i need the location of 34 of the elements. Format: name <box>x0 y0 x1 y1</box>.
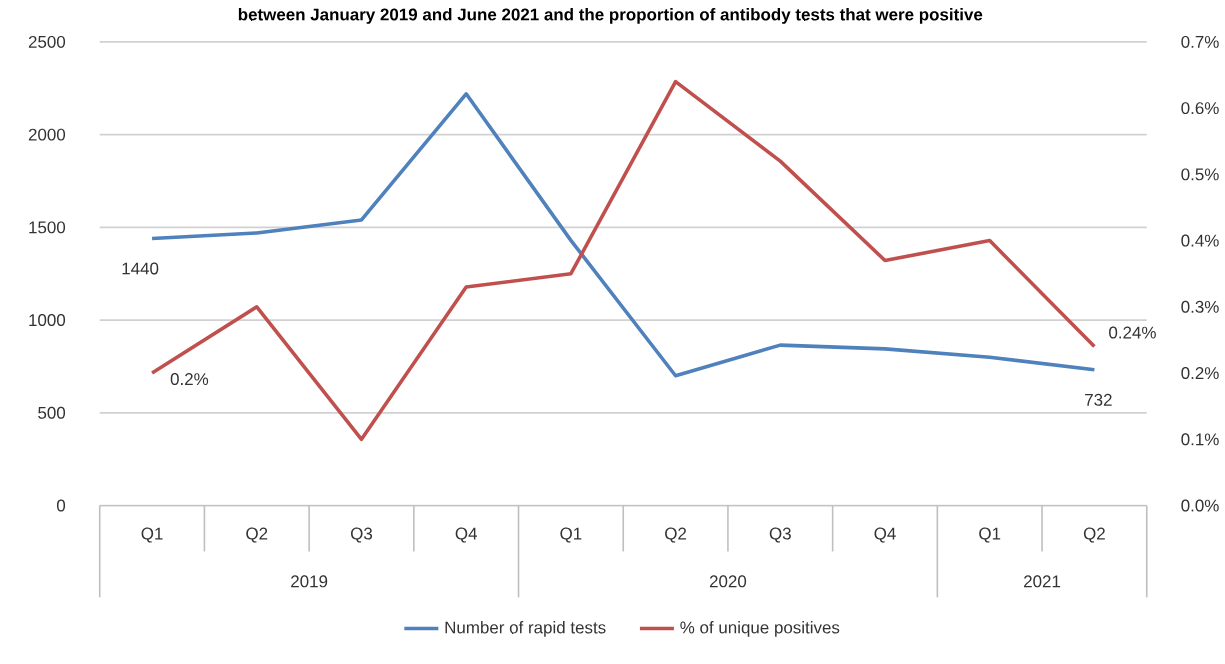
legend-label: % of unique positives <box>680 620 840 637</box>
y-tick-label: 1500 <box>29 221 66 234</box>
y-tick-label: 500 <box>38 406 66 419</box>
x-tick-label: Q1 <box>560 527 582 543</box>
y2-tick-label: 0.5% <box>1181 168 1219 181</box>
y-tick-label: 1000 <box>29 314 66 327</box>
data-label: 732 <box>1085 393 1112 406</box>
y-tick-label: 2000 <box>28 128 66 141</box>
x-tick-label: Q3 <box>769 527 791 543</box>
x-tick-label: Q2 <box>246 527 268 543</box>
x-tick-label: Q1 <box>979 527 1001 543</box>
y2-tick-label: 0.0% <box>1181 499 1219 512</box>
x-tick-label: Q1 <box>141 527 163 543</box>
chart-title: between January 2019 and June 2021 and the proportion of antibody tests that were positive <box>238 7 983 24</box>
legend-label: Number of rapid tests <box>445 620 606 637</box>
x-tick-label: Q4 <box>455 527 478 543</box>
y2-tick-label: 0.2% <box>1181 367 1219 380</box>
text: 2021 <box>1024 575 1061 588</box>
x-tick-label: Q3 <box>350 527 373 543</box>
y2-tick-label: 0.7% <box>1181 35 1219 48</box>
data-label: 0.24% <box>1109 326 1156 339</box>
data-label: 0.2% <box>170 373 209 385</box>
y-tick-label: 0 <box>56 499 66 512</box>
y2-tick-label: 0.4% <box>1181 234 1219 247</box>
data-label: 1440 <box>122 262 159 275</box>
y2-tick-label: 0.6% <box>1181 102 1219 115</box>
x-tick-label: Q2 <box>665 527 687 543</box>
text: 2020 <box>709 575 747 588</box>
y2-tick-label: 0.1% <box>1181 433 1219 446</box>
text: 2019 <box>291 575 328 588</box>
y2-tick-label: 0.3% <box>1181 300 1219 313</box>
x-tick-label: Q4 <box>874 527 896 543</box>
y-tick-label: 2500 <box>28 35 66 48</box>
x-tick-label: Q2 <box>1083 527 1105 543</box>
